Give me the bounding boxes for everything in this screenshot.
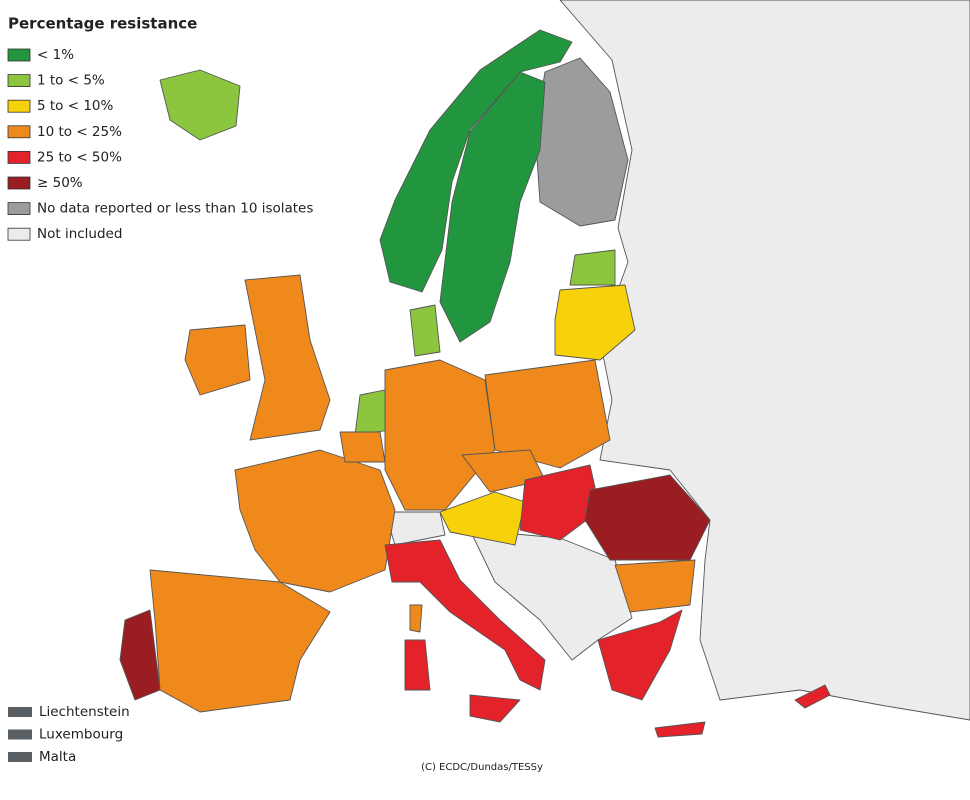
crete: [654, 721, 706, 738]
bulgaria: [614, 559, 696, 613]
credit: (C) ECDC/Dundas/TESSy: [421, 762, 543, 773]
denmark: [409, 304, 441, 357]
portugal: [119, 609, 161, 701]
not-included-switzerland: [384, 511, 446, 546]
cyprus: [794, 684, 831, 709]
small-country-swatch: [8, 752, 32, 762]
legend-label: Not included: [37, 226, 122, 242]
sardinia: [404, 639, 431, 691]
legend-swatch: [7, 99, 31, 113]
small-country-swatch: [8, 707, 32, 717]
spain: [149, 569, 331, 713]
legend-label: 5 to < 10%: [37, 98, 114, 114]
legend-label: 10 to < 25%: [37, 124, 122, 140]
iceland: [159, 69, 241, 141]
legend-swatch: [7, 125, 31, 139]
legend-swatch: [7, 227, 31, 241]
legend-label: 1 to < 5%: [37, 73, 105, 89]
countries: [119, 0, 970, 738]
norway: [379, 29, 573, 293]
greece: [597, 609, 683, 701]
poland: [484, 359, 611, 469]
legend-swatch: [7, 74, 31, 87]
legend-title: Percentage resistance: [8, 15, 197, 33]
legend-swatch: [7, 176, 31, 190]
finland: [534, 57, 629, 227]
sweden: [439, 71, 546, 343]
legend-label: < 1%: [37, 47, 74, 63]
italy: [384, 539, 546, 691]
germany: [384, 359, 496, 511]
legend-label: ≥ 50%: [37, 175, 83, 191]
legend-swatch: [7, 150, 31, 164]
france: [234, 449, 396, 593]
belgium: [339, 431, 386, 463]
small-country-label: Liechtenstein: [39, 704, 130, 720]
not-included-east: [559, 0, 970, 721]
legend-label: No data reported or less than 10 isolate…: [37, 201, 313, 217]
uk: [244, 274, 331, 441]
ireland: [184, 324, 251, 396]
latvia-lithuania: [554, 284, 636, 361]
small-country-swatch: [8, 729, 32, 740]
legend-label: 25 to < 50%: [37, 149, 122, 165]
small-countries-legend: Liechtenstein Luxembourg Malta: [8, 704, 130, 765]
estonia: [569, 249, 616, 286]
hungary-slovakia: [519, 464, 601, 541]
legend-swatch: [7, 202, 31, 216]
legend-swatch: [7, 48, 31, 62]
legend: < 1% 1 to < 5% 5 to < 10% 10 to < 25% 25 to …: [7, 47, 313, 242]
small-country-label: Malta: [39, 749, 76, 765]
small-country-label: Luxembourg: [39, 727, 123, 743]
austria-slovenia: [439, 491, 526, 546]
sicily: [469, 694, 521, 723]
corsica: [409, 604, 423, 633]
